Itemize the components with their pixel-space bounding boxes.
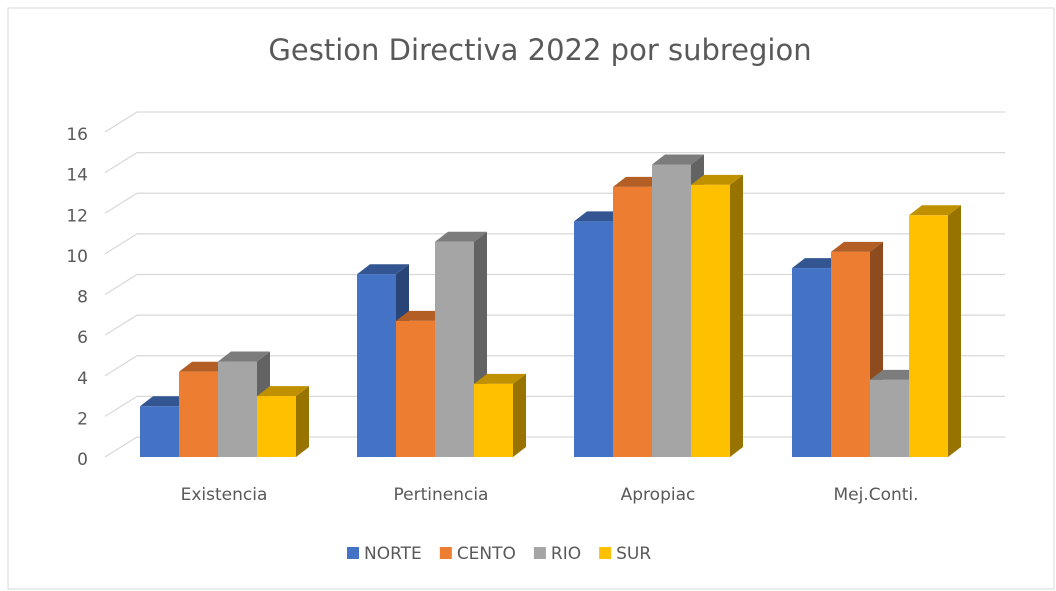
grid-line bbox=[104, 111, 1005, 133]
legend-label: RIO bbox=[551, 544, 581, 564]
legend-label: CENTO bbox=[457, 544, 516, 564]
bar-top bbox=[652, 154, 704, 165]
bar bbox=[218, 361, 257, 457]
y-tick-label: 6 bbox=[77, 328, 88, 348]
bar-top bbox=[474, 373, 526, 384]
bar-top bbox=[909, 205, 961, 216]
bar bbox=[870, 379, 909, 457]
x-tick-label: Mej.Conti. bbox=[833, 485, 918, 505]
bar bbox=[396, 320, 435, 457]
bar-top bbox=[691, 174, 743, 185]
x-tick-label: Apropiac bbox=[621, 485, 696, 505]
grid-line bbox=[104, 152, 1005, 174]
bar bbox=[792, 268, 831, 457]
legend-swatch bbox=[439, 547, 452, 559]
bar bbox=[435, 241, 474, 457]
bar-side bbox=[948, 205, 961, 457]
y-tick-label: 0 bbox=[77, 450, 88, 470]
y-tick-label: 8 bbox=[77, 288, 88, 308]
bar bbox=[613, 186, 652, 457]
bar bbox=[652, 164, 691, 457]
y-tick-label: 12 bbox=[66, 206, 88, 226]
legend-label: NORTE bbox=[364, 544, 422, 564]
bar-side bbox=[513, 373, 526, 457]
bar bbox=[257, 396, 296, 457]
x-tick-label: Existencia bbox=[181, 485, 268, 505]
bar bbox=[357, 274, 396, 457]
bar-top bbox=[435, 231, 487, 242]
bar bbox=[474, 383, 513, 457]
x-tick-label: Pertinencia bbox=[394, 485, 489, 505]
y-tick-label: 4 bbox=[77, 369, 88, 389]
bar bbox=[179, 371, 218, 457]
y-tick-label: 2 bbox=[77, 409, 88, 429]
y-tick-label: 14 bbox=[66, 166, 88, 186]
bar-top bbox=[357, 264, 409, 275]
bar bbox=[691, 184, 730, 457]
bar-side bbox=[296, 386, 309, 457]
chart-title: Gestion Directiva 2022 por subregion bbox=[268, 33, 811, 67]
bar-top bbox=[831, 241, 883, 252]
bar-top bbox=[257, 386, 309, 397]
y-tick-label: 10 bbox=[66, 247, 88, 267]
bar bbox=[574, 221, 613, 457]
bar-top bbox=[218, 351, 270, 362]
legend-swatch bbox=[533, 547, 546, 559]
legend-label: SUR bbox=[616, 544, 651, 564]
y-tick-label: 16 bbox=[66, 125, 88, 145]
legend-swatch bbox=[599, 547, 612, 559]
bar-side bbox=[730, 174, 743, 457]
bar bbox=[140, 406, 179, 457]
legend-swatch bbox=[347, 547, 359, 559]
bar bbox=[831, 251, 870, 457]
bar bbox=[909, 215, 948, 457]
